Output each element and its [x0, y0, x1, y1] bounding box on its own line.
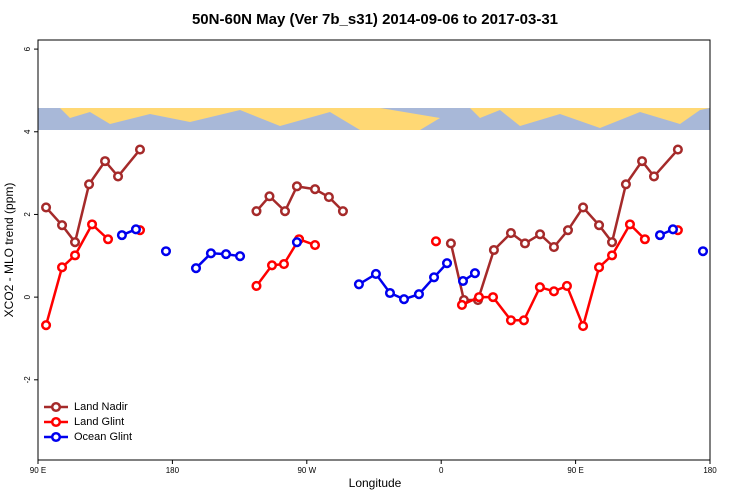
chart-title: 50N-60N May (Ver 7b_s31) 2014-09-06 to 2…	[192, 11, 558, 28]
point	[56, 220, 68, 231]
series-line	[46, 224, 678, 326]
point	[639, 234, 650, 245]
point	[487, 292, 499, 303]
point	[620, 179, 631, 190]
point	[578, 321, 589, 332]
map-strip	[38, 108, 710, 130]
point	[309, 184, 321, 195]
point	[697, 246, 709, 257]
point	[41, 202, 52, 213]
point	[130, 224, 142, 235]
point	[593, 262, 605, 273]
point	[291, 181, 302, 192]
point	[562, 225, 574, 236]
legend-marker	[50, 431, 62, 443]
x-tick-label: 90 E	[567, 466, 583, 475]
point	[456, 299, 468, 311]
point	[428, 272, 440, 283]
point	[637, 156, 648, 167]
point	[100, 156, 111, 167]
point	[264, 191, 275, 202]
point	[593, 220, 605, 231]
legend-marker	[50, 401, 62, 413]
point	[337, 206, 348, 217]
point	[69, 250, 81, 261]
legend-marker	[50, 416, 62, 428]
point	[41, 320, 52, 331]
x-tick-label: 0	[439, 466, 444, 475]
point	[370, 268, 381, 280]
point	[606, 237, 618, 248]
point	[519, 238, 531, 249]
point	[84, 179, 95, 190]
x-tick-label: 180	[166, 466, 180, 475]
point	[234, 251, 246, 262]
point	[87, 219, 98, 230]
point	[56, 262, 68, 273]
point	[667, 224, 679, 235]
point	[648, 171, 660, 182]
point	[323, 192, 334, 203]
legend-label: Land Nadir	[74, 401, 128, 413]
y-axis-label: XCO2 - MLO trend (ppm)	[2, 183, 16, 318]
point	[624, 219, 636, 230]
point	[535, 229, 546, 240]
point	[469, 268, 480, 279]
point	[112, 171, 124, 182]
point	[413, 289, 424, 300]
point	[220, 249, 232, 260]
point	[266, 260, 278, 271]
point	[353, 279, 364, 290]
point	[534, 282, 545, 293]
point	[672, 144, 683, 155]
series-line	[45, 148, 679, 302]
point	[445, 238, 456, 249]
point	[309, 239, 321, 251]
point	[69, 237, 81, 248]
y-tick-label: 4	[23, 129, 32, 134]
x-tick-label: 90 E	[30, 466, 46, 475]
x-axis-label: Longitude	[349, 476, 402, 490]
point	[430, 236, 442, 247]
point	[398, 294, 410, 305]
point	[102, 234, 114, 245]
point	[548, 286, 559, 297]
y-tick-label: -2	[23, 376, 32, 384]
point	[278, 259, 290, 270]
legend-label: Land Glint	[74, 416, 124, 428]
point	[548, 242, 559, 253]
x-tick-label: 90 W	[297, 466, 316, 475]
point	[251, 280, 262, 292]
point	[505, 315, 516, 326]
point	[488, 244, 499, 256]
point	[205, 248, 216, 259]
point	[505, 228, 516, 239]
point	[561, 280, 572, 292]
y-tick-label: 6	[23, 46, 32, 51]
point	[190, 263, 202, 274]
legend-label: Ocean Glint	[74, 431, 132, 443]
point	[116, 230, 127, 241]
point	[291, 237, 302, 248]
point	[441, 258, 453, 269]
point	[518, 315, 529, 326]
y-tick-label: 2	[23, 212, 32, 217]
point	[654, 230, 666, 241]
x-tick-label: 180	[703, 466, 717, 475]
y-tick-label: 0	[23, 294, 32, 299]
point	[578, 202, 589, 213]
plot-frame	[37, 39, 711, 461]
point	[384, 287, 396, 299]
point	[606, 250, 618, 261]
point	[457, 275, 469, 287]
point	[473, 292, 485, 303]
point	[134, 144, 146, 155]
point	[160, 246, 172, 257]
point	[279, 206, 291, 217]
point	[251, 206, 262, 217]
